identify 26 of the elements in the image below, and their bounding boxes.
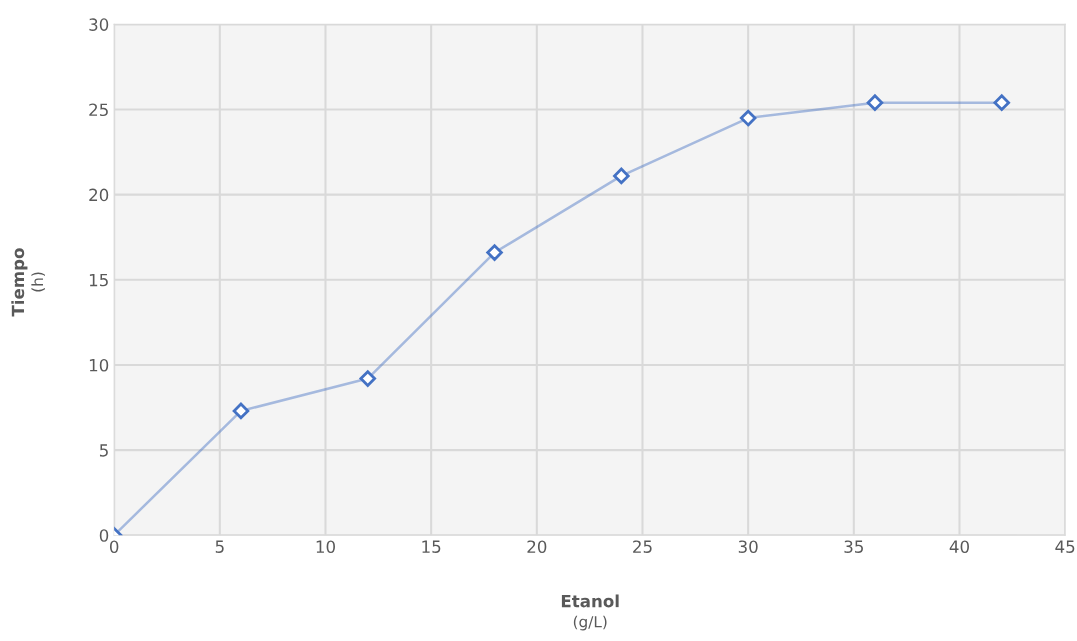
point [232,402,250,420]
point [613,167,630,185]
y-tick-label: 15 [89,273,108,287]
point [866,94,884,111]
x-tick-label: 5 [215,540,224,553]
x-tick-label: 20 [527,540,547,553]
point [486,244,503,261]
x-tick-label: 15 [422,540,441,553]
y-tick-label: 5 [99,444,108,457]
x-tick-label: 35 [844,540,863,553]
x-tick-label: 40 [949,540,969,553]
x-tick-label: 25 [633,540,652,553]
point [993,94,1011,111]
x-tick-label: 10 [316,540,335,553]
y-tick-label: 25 [89,103,108,117]
y-axis-title: Tiempo (h) [11,248,45,317]
y-tick-label: 10 [89,358,109,372]
x-tick-label: 0 [109,540,119,553]
y-tick-label: 0 [99,529,109,542]
point [739,109,757,127]
x-tick-label: 30 [738,540,758,553]
y-tick-label: 30 [89,18,109,31]
point [359,370,377,387]
y-tick-label: 20 [89,188,109,202]
x-axis-title: Etanol (g/L) [561,594,619,631]
x-tick-label: 45 [1055,540,1075,553]
